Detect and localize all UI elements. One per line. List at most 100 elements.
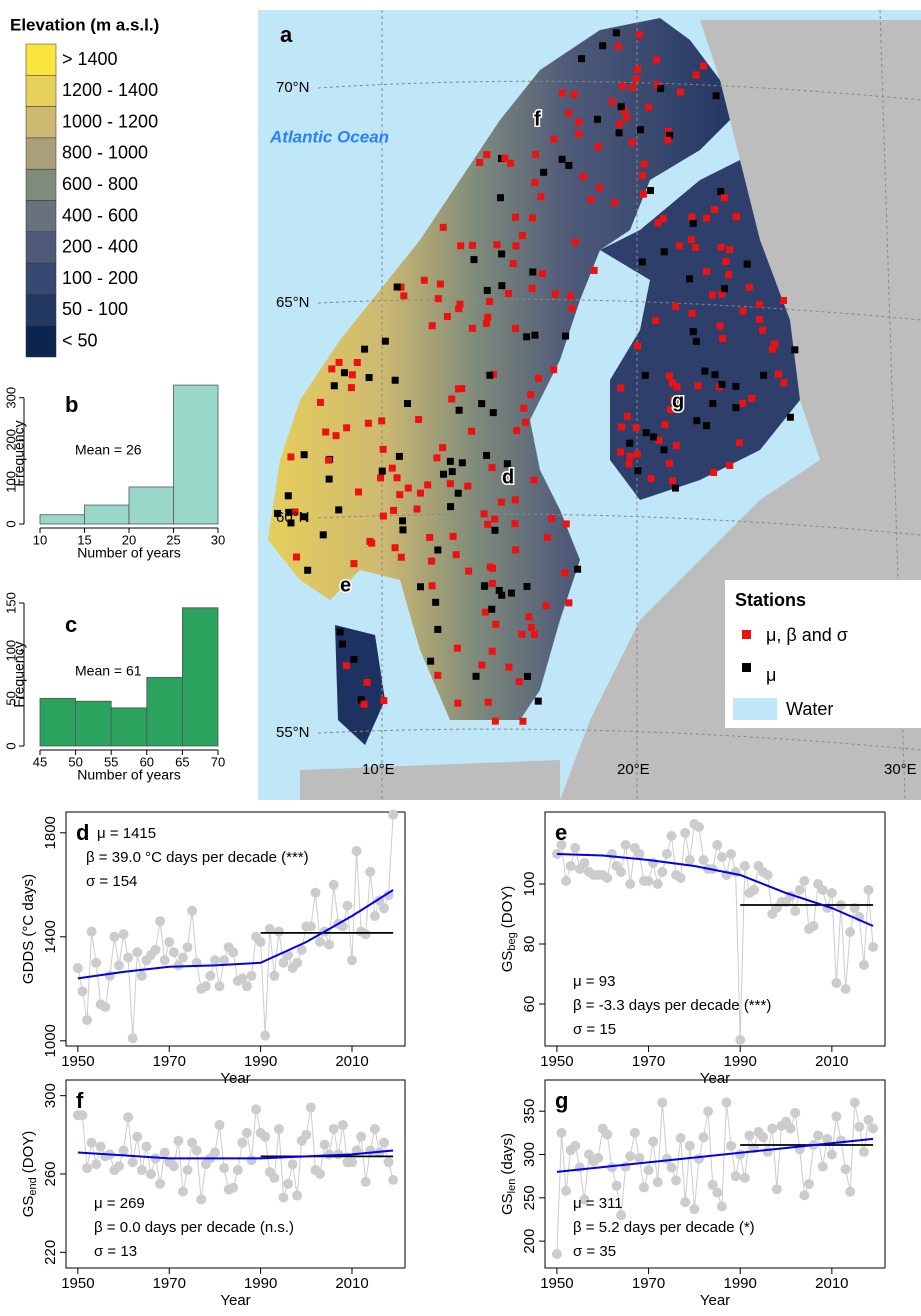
station-marker [483,151,490,158]
data-point [676,1133,686,1143]
station-marker [721,285,728,292]
data-point [662,849,672,859]
annotation: σ = 13 [94,1243,137,1260]
data-point [128,1033,138,1043]
data-point [183,942,193,952]
station-marker [527,391,534,398]
station-marker [744,261,751,268]
station-marker [690,220,697,227]
annotation: μ = 1415 [97,825,156,842]
station-marker [711,206,718,213]
station-marker [341,369,348,376]
station-marker [626,453,633,460]
station-marker [444,313,451,320]
station-marker [780,379,787,386]
station-marker [650,433,657,440]
station-marker [587,196,594,203]
station-marker [361,346,368,353]
annotation: Mean = 61 [75,662,142,678]
data-point [315,1169,325,1179]
data-point [868,942,878,952]
data-point [151,945,161,955]
station-marker [721,194,728,201]
station-marker [575,119,582,126]
data-point [324,940,334,950]
data-point [342,901,352,911]
station-marker [686,275,693,282]
station-marker [575,130,582,137]
x-tick-label: 1990 [244,1275,277,1292]
station-marker [559,90,566,97]
data-point [388,1175,398,1185]
station-marker [304,567,311,574]
station-marker [489,648,496,655]
data-point [556,1128,566,1138]
station-marker [435,295,442,302]
station-marker [355,488,362,495]
station-marker [629,139,636,146]
x-tick-label: 1970 [632,1053,665,1070]
station-marker [449,468,456,475]
data-point [630,1128,640,1138]
data-point [804,1179,814,1189]
histogram-bar [129,487,174,524]
figure: a Atlantic Ocean 70°N 65°N 60°N 55°N 10°… [0,0,921,1311]
station-marker [669,477,676,484]
station-marker [380,446,387,453]
y-tick-label: 150 [3,592,18,614]
data-point [283,1179,293,1189]
station-marker [780,297,787,304]
station-marker [335,506,342,513]
station-marker [703,214,710,221]
station-marker [364,679,371,686]
data-point [201,981,211,991]
data-point [680,828,690,838]
station-marker [505,290,512,297]
station-marker [424,481,431,488]
station-marker [540,169,547,176]
data-point [758,1132,768,1142]
panel-label: b [65,392,78,417]
y-tick-label: 0 [3,742,18,749]
data-point [329,1124,339,1134]
station-marker [501,155,508,162]
station-marker [725,271,732,278]
station-marker [619,83,626,90]
legend-swatch [26,169,56,200]
y-tick-label: 200 [521,1229,538,1254]
data-point [233,1165,243,1175]
station-marker [717,188,724,195]
histogram-bar [76,701,112,746]
data-point [644,1165,654,1175]
x-tick-label: 45 [33,754,47,769]
station-marker [468,428,475,435]
x-axis-title: Year [700,1292,730,1309]
station-marker [634,342,641,349]
station-marker [414,506,421,513]
station-marker [399,526,406,533]
data-point [731,1171,741,1181]
station-marker [726,246,733,253]
station-marker [456,407,463,414]
station-marker [701,368,708,375]
station-marker [426,534,433,541]
data-point [192,1146,202,1156]
station-marker [486,298,493,305]
station-marker [611,199,618,206]
y-axis-title-unit: (DOY) [20,1131,37,1174]
station-marker [673,442,680,449]
station-marker [709,400,716,407]
station-marker [483,452,490,459]
data-point [210,1147,220,1157]
data-point [246,971,256,981]
data-point [320,1140,330,1150]
data-point [671,1175,681,1185]
data-point [845,927,855,937]
station-marker [512,496,519,503]
data-point [726,1141,736,1151]
x-axis-title: Number of years [77,767,180,783]
data-point [146,1169,156,1179]
station-marker [537,193,544,200]
y-tick-label: 300 [42,1083,59,1108]
station-marker [473,673,480,680]
